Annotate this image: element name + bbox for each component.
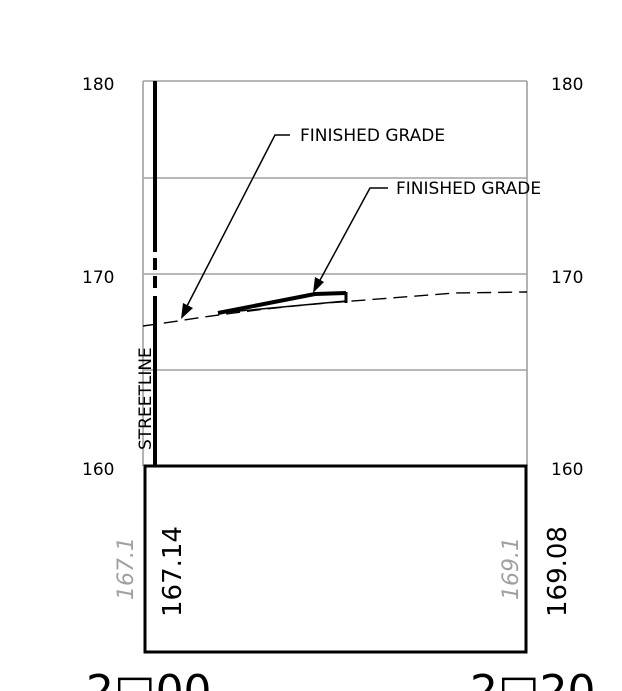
finished-grade-leader-2: [313, 187, 388, 293]
right-existing-elevation: 169.1: [499, 537, 524, 600]
left-existing-elevation: 167.1: [114, 537, 139, 600]
station-left: 2□00: [86, 666, 212, 691]
elevation-table: [143, 464, 528, 654]
finished-grade-line: [217, 291, 348, 315]
finished-grade-upper: [217, 291, 347, 315]
leader-1-line: [185, 134, 290, 309]
existing-grade-line: [142, 291, 528, 327]
finished-grade-label-1: FINISHED GRADE: [300, 126, 445, 146]
leader-2-line: [318, 187, 388, 283]
right-tick-160: 160: [551, 460, 583, 480]
streetline-label: STREETLINE: [136, 347, 156, 450]
left-tick-180: 180: [82, 75, 114, 95]
right-tick-170: 170: [551, 268, 583, 288]
right-proposed-elevation: 169.08: [543, 526, 573, 617]
left-tick-170: 170: [82, 268, 114, 288]
finished-grade-leader-1: [181, 134, 290, 319]
left-proposed-elevation: 167.14: [158, 526, 188, 617]
leader-2-arrowhead: [313, 277, 324, 293]
finished-grade-label-2: FINISHED GRADE: [396, 179, 541, 199]
right-tick-180: 180: [551, 75, 583, 95]
finished-grade-lower: [217, 300, 347, 314]
leader-1-arrowhead: [181, 303, 193, 319]
station-right: 2□20: [470, 666, 596, 691]
grid: [142, 80, 528, 466]
left-tick-160: 160: [82, 460, 114, 480]
